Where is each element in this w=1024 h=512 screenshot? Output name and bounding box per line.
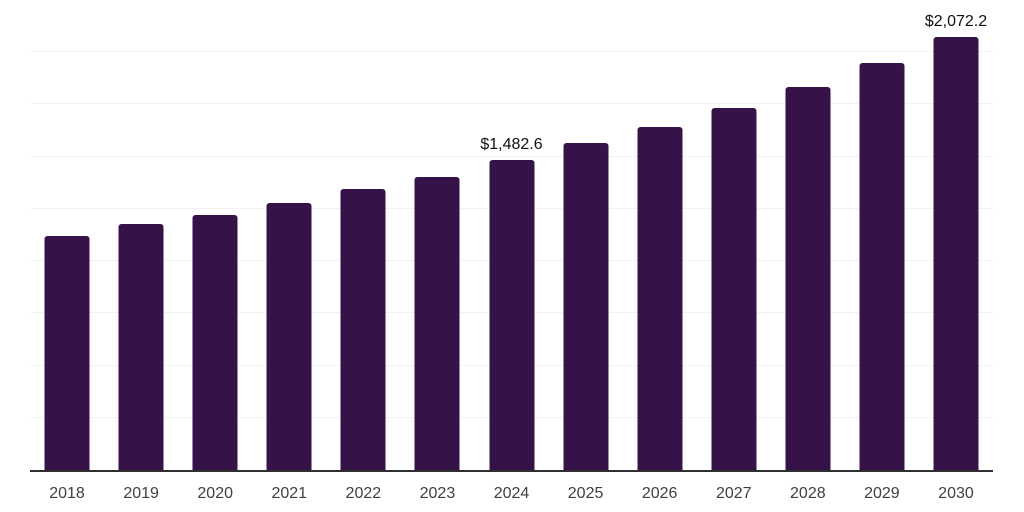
- bar-2020: [192, 214, 238, 470]
- bar-band-2027: [697, 0, 771, 470]
- data-label-2024: $1,482.6: [480, 136, 543, 154]
- bar-band-2025: [549, 0, 623, 470]
- bar-band-2021: [252, 0, 326, 470]
- x-tick-2026: 2026: [641, 485, 678, 502]
- bar-band-2028: [771, 0, 845, 470]
- bar-band-2020: [178, 0, 252, 470]
- x-tick-2024: 2024: [493, 485, 530, 502]
- bar-2024: [489, 160, 534, 470]
- x-axis-labels: 2018 2019 2020 2021 2022 2023 2024 2025 2026 2027…: [30, 472, 993, 502]
- bar-2027: [711, 108, 757, 470]
- bar-2030: [933, 37, 979, 470]
- x-tick-2030: 2030: [938, 485, 974, 502]
- bar-band-2019: [104, 0, 178, 470]
- x-tick-2028: 2028: [790, 485, 826, 502]
- bar-2021: [266, 203, 312, 470]
- x-tick-2025: 2025: [567, 485, 604, 502]
- gridline: [30, 155, 993, 157]
- gridline: [30, 51, 993, 53]
- bar-2029: [859, 63, 905, 470]
- bar-band-2030: $2,072.2: [919, 0, 993, 470]
- x-tick-2018: 2018: [49, 485, 85, 502]
- x-tick-2020: 2020: [197, 485, 233, 502]
- bar-2028: [785, 87, 831, 470]
- plot-area: $1,482.6 $2,072.2: [30, 0, 993, 472]
- x-tick-2022: 2022: [345, 485, 382, 502]
- bar-band-2024: $1,482.6: [474, 0, 548, 470]
- data-label-2030: $2,072.2: [924, 13, 988, 31]
- bar-2018: [44, 236, 90, 470]
- x-tick-2027: 2027: [715, 485, 752, 502]
- bar-band-2022: [326, 0, 400, 470]
- bar-band-2018: [30, 0, 104, 470]
- x-tick-2019: 2019: [123, 485, 159, 502]
- bar-band-2029: [845, 0, 919, 470]
- x-tick-2021: 2021: [271, 485, 308, 502]
- bar-2023: [414, 177, 460, 470]
- bar-2022: [340, 189, 386, 470]
- bar-band-2026: [623, 0, 697, 470]
- bar-series: $1,482.6 $2,072.2: [30, 0, 993, 470]
- x-tick-2029: 2029: [864, 485, 900, 502]
- bar-2025: [563, 143, 609, 470]
- bar-band-2023: [400, 0, 474, 470]
- gridline: [30, 103, 993, 105]
- bar-2019: [118, 223, 164, 470]
- bar-2026: [637, 127, 683, 470]
- x-tick-2023: 2023: [419, 485, 456, 502]
